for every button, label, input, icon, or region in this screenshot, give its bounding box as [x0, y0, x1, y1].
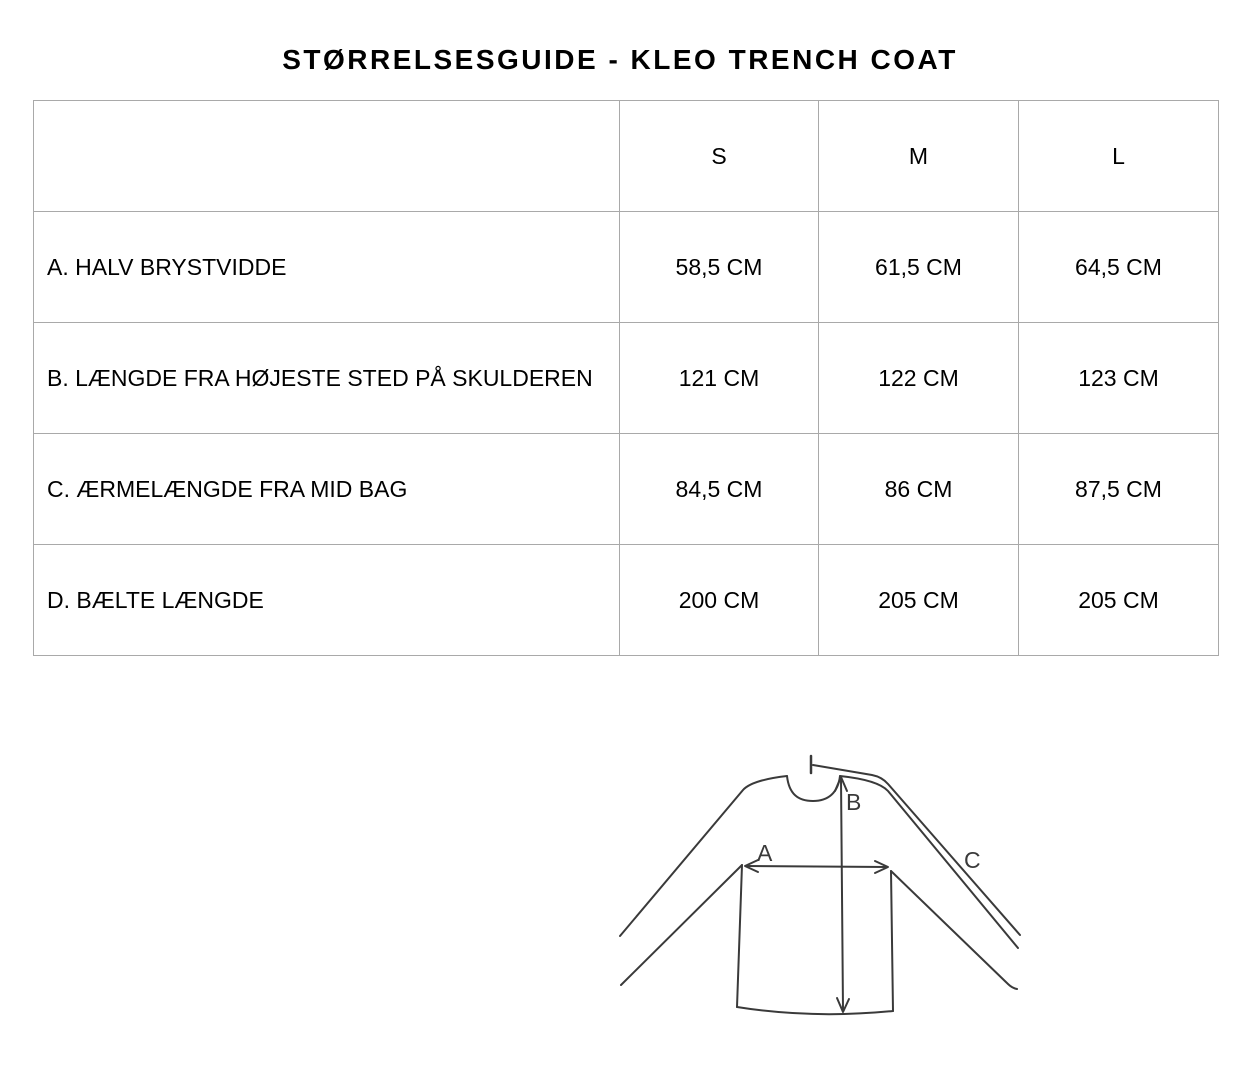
measure-c-line	[812, 764, 1021, 936]
measure-b-arrowhead-bottom	[836, 997, 850, 1013]
table-row: A. HALV BRYSTVIDDE 58,5 CM 61,5 CM 64,5 …	[33, 211, 1219, 323]
measurement-label: C. ÆRMELÆNGDE FRA MID BAG	[33, 433, 620, 545]
measurement-value: 205 CM	[1018, 544, 1219, 656]
measure-b-arrow	[840, 778, 844, 1011]
measurement-value: 121 CM	[619, 322, 819, 434]
measurement-value: 61,5 CM	[818, 211, 1019, 323]
table-header-row: S M L	[33, 100, 1219, 212]
measurement-value: 122 CM	[818, 322, 1019, 434]
coat-right-sleeve-underarm	[890, 870, 1018, 990]
size-column-header-m: M	[818, 100, 1019, 212]
measurement-label: B. LÆNGDE FRA HØJESTE STED PÅ SKULDEREN	[33, 322, 620, 434]
coat-right-shoulder-sleeve	[839, 775, 1019, 949]
table-row: C. ÆRMELÆNGDE FRA MID BAG 84,5 CM 86 CM …	[33, 433, 1219, 545]
measure-a-arrowhead-right	[874, 860, 889, 874]
measurement-value: 58,5 CM	[619, 211, 819, 323]
table-row: B. LÆNGDE FRA HØJESTE STED PÅ SKULDEREN …	[33, 322, 1219, 434]
measure-a-arrow	[745, 865, 888, 868]
measurement-value: 205 CM	[818, 544, 1019, 656]
coat-left-shoulder-sleeve	[619, 775, 788, 937]
coat-diagram-svg: A B C	[619, 754, 1021, 1016]
coat-neckline	[786, 775, 841, 802]
measurement-label: D. BÆLTE LÆNGDE	[33, 544, 620, 656]
measure-a-arrowhead-left	[744, 859, 759, 873]
measure-b-arrowhead-top	[834, 776, 848, 792]
measurement-value: 84,5 CM	[619, 433, 819, 545]
measurement-value: 200 CM	[619, 544, 819, 656]
table-row: D. BÆLTE LÆNGDE 200 CM 205 CM 205 CM	[33, 544, 1219, 656]
corner-cell	[33, 100, 620, 212]
measurement-value: 87,5 CM	[1018, 433, 1219, 545]
measure-a-label: A	[757, 840, 773, 866]
coat-measurement-diagram: A B C	[590, 730, 1030, 1060]
measure-c-label: C	[964, 847, 981, 873]
size-table: S M L A. HALV BRYSTVIDDE 58,5 CM 61,5 CM…	[33, 100, 1219, 656]
coat-body-left-side	[736, 864, 743, 1008]
size-column-header-l: L	[1018, 100, 1219, 212]
measure-b-label: B	[846, 789, 861, 815]
coat-hem	[736, 1006, 894, 1016]
size-column-header-s: S	[619, 100, 819, 212]
page-title: STØRRELSESGUIDE - KLEO TRENCH COAT	[282, 44, 958, 75]
measurement-label: A. HALV BRYSTVIDDE	[33, 211, 620, 323]
measurement-value: 64,5 CM	[1018, 211, 1219, 323]
coat-body-right-side	[890, 870, 894, 1012]
coat-left-sleeve-underarm	[620, 864, 743, 986]
measurement-value: 123 CM	[1018, 322, 1219, 434]
measurement-value: 86 CM	[818, 433, 1019, 545]
